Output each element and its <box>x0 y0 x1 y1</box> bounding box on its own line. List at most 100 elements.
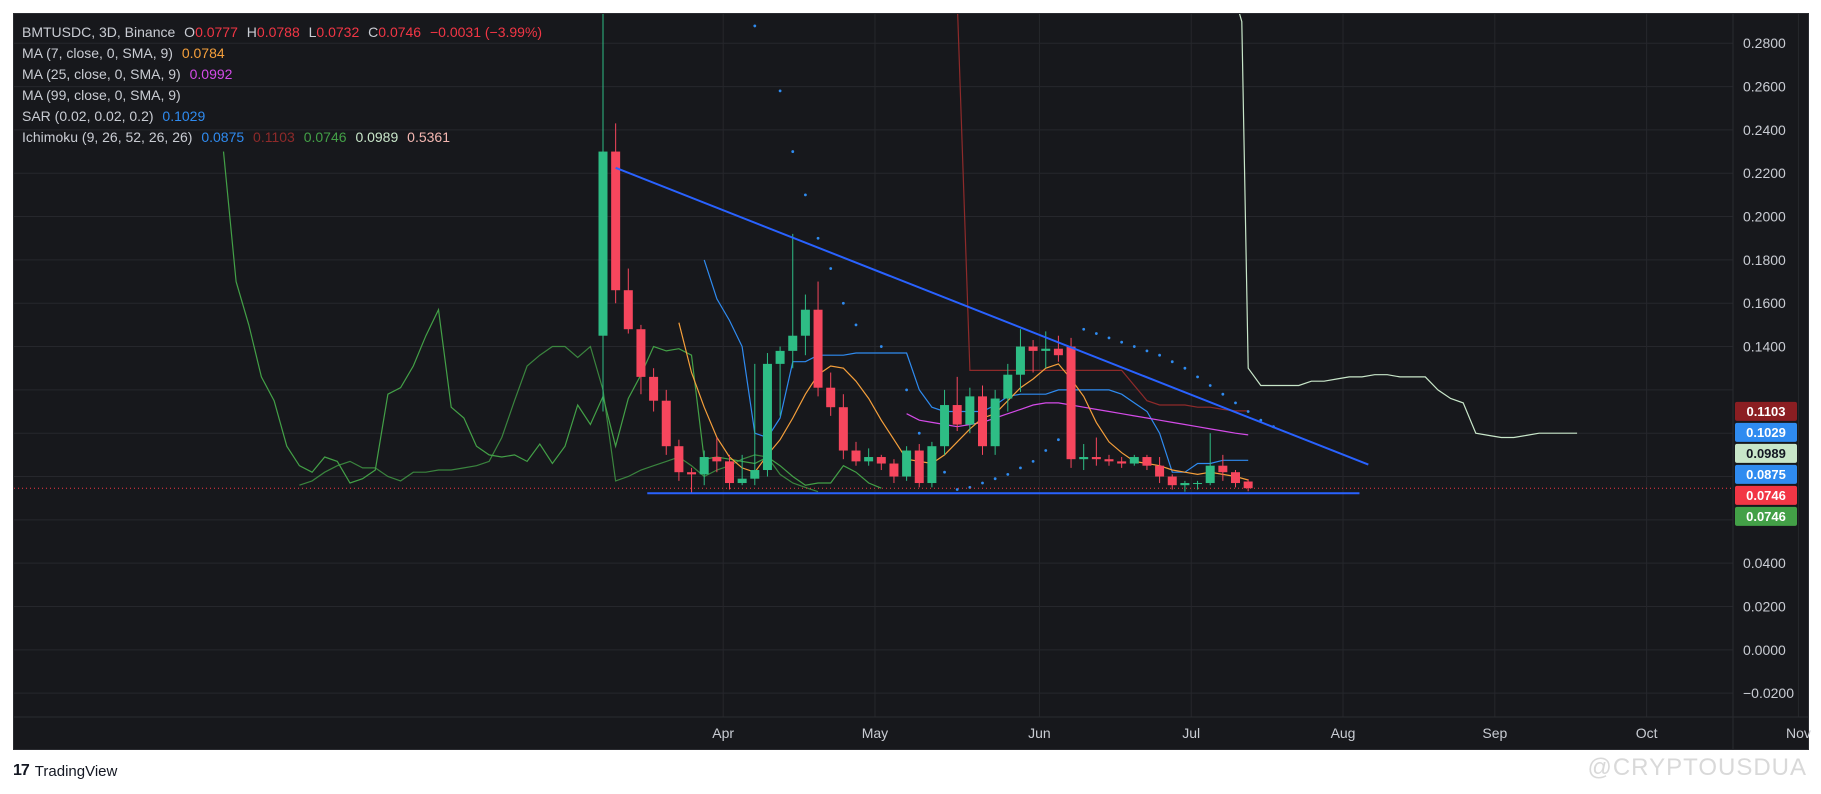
candle-body[interactable] <box>1117 461 1127 464</box>
sar-dot <box>879 345 883 348</box>
candle-body[interactable] <box>1155 465 1165 477</box>
candle-body[interactable] <box>1104 459 1114 462</box>
candle-body[interactable] <box>1142 457 1152 466</box>
ichimoku-kijun-value: 0.1103 <box>253 129 295 145</box>
trendline-descending-resistance[interactable] <box>615 166 1369 466</box>
sar-dot <box>1082 327 1086 331</box>
y-tick-label: 0.2400 <box>1743 122 1786 138</box>
sar-dot <box>728 9 731 12</box>
sar-dot <box>1221 392 1225 396</box>
candle-body[interactable] <box>889 463 899 477</box>
candle-body[interactable] <box>1129 457 1139 464</box>
candle-body[interactable] <box>1053 348 1063 356</box>
indicator-sar[interactable]: SAR (0.02, 0.02, 0.2) 0.1029 <box>22 106 547 127</box>
price-label-text: 0.1029 <box>1746 425 1786 440</box>
candle-body[interactable] <box>813 309 823 388</box>
candle-body[interactable] <box>1243 481 1253 489</box>
candle-body[interactable] <box>1218 465 1228 473</box>
ohlc-row[interactable]: BMTUSDC, 3D, Binance O0.0777 H0.0788 L0.… <box>22 22 547 43</box>
candle-body[interactable] <box>940 405 950 447</box>
chart-frame <box>13 13 1809 750</box>
candle-body[interactable] <box>978 396 987 447</box>
x-tick-label: Jul <box>1182 725 1200 741</box>
candle-body[interactable] <box>623 290 633 330</box>
candle-body[interactable] <box>800 309 810 336</box>
candle-body[interactable] <box>864 457 874 462</box>
candle-body[interactable] <box>611 151 621 291</box>
candle-body[interactable] <box>649 376 659 401</box>
candle-body[interactable] <box>661 400 671 447</box>
sar-dot <box>778 89 782 93</box>
candle-body[interactable] <box>826 387 836 408</box>
low-label: L <box>308 24 317 40</box>
legend: BMTUSDC, 3D, Binance O0.0777 H0.0788 L0.… <box>22 22 547 148</box>
candle-body[interactable] <box>636 329 646 377</box>
watermark: @CRYPTOUSDUA <box>1587 754 1807 781</box>
candle-body[interactable] <box>1205 465 1215 484</box>
candle-body[interactable] <box>914 450 924 484</box>
high-label: H <box>246 24 257 40</box>
candle-body[interactable] <box>712 457 722 462</box>
y-tick-label: 0.2000 <box>1743 209 1786 225</box>
sar-dot <box>1107 336 1111 340</box>
candle-body[interactable] <box>838 407 848 451</box>
ichimoku-tenkan-value: 0.0875 <box>201 129 245 145</box>
sar-dot <box>1170 360 1174 364</box>
candle-body[interactable] <box>1167 476 1177 486</box>
candle-body[interactable] <box>737 478 747 484</box>
candle-body[interactable] <box>965 396 975 425</box>
candle-body[interactable] <box>902 450 912 477</box>
candle-body[interactable] <box>851 450 861 462</box>
sar-dot <box>1006 472 1010 476</box>
candle-body[interactable] <box>674 446 684 473</box>
sar-dot <box>854 323 858 327</box>
candle-body[interactable] <box>1066 346 1076 460</box>
candle-body[interactable] <box>699 457 709 475</box>
candle-body[interactable] <box>1041 348 1051 351</box>
plot-area[interactable] <box>14 0 1733 495</box>
candle-body[interactable] <box>725 461 734 484</box>
sar-dot <box>1044 449 1048 452</box>
candle-body[interactable] <box>1015 346 1025 375</box>
candle-body[interactable] <box>1079 457 1089 460</box>
indicator-ma25[interactable]: MA (25, close, 0, SMA, 9) 0.0992 <box>22 64 547 85</box>
candle-body[interactable] <box>1231 472 1240 484</box>
price-label-text: 0.0746 <box>1746 509 1786 524</box>
brand-label: TradingView <box>34 762 118 780</box>
ichimoku-chikou-line <box>222 151 882 489</box>
candle-body[interactable] <box>876 457 886 464</box>
price-label-text: 0.0875 <box>1746 467 1786 482</box>
y-tick-label: 0.2800 <box>1743 35 1786 51</box>
candle-body[interactable] <box>1003 374 1013 399</box>
y-tick-label: 0.1800 <box>1743 252 1786 268</box>
sar-dot <box>981 481 984 485</box>
indicator-ichimoku[interactable]: Ichimoku (9, 26, 52, 26, 26) 0.0875 0.11… <box>22 127 547 148</box>
sar-dot <box>1158 353 1161 357</box>
y-tick-label: −0.0200 <box>1743 685 1794 701</box>
symbol-label[interactable]: BMTUSDC, 3D, Binance <box>22 24 176 40</box>
indicator-ma7[interactable]: MA (7, close, 0, SMA, 9) 0.0784 <box>22 43 547 64</box>
candle-body[interactable] <box>952 405 962 425</box>
high-value: 0.0788 <box>256 24 300 40</box>
sar-dot <box>1196 375 1199 379</box>
ichimoku-kijun-line <box>957 14 1249 412</box>
candle-body[interactable] <box>927 446 937 484</box>
indicator-ma99[interactable]: MA (99, close, 0, SMA, 9) <box>22 85 547 106</box>
candle-body[interactable] <box>762 363 772 471</box>
sar-dot <box>1019 466 1022 470</box>
tradingview-brand[interactable]: 17 TradingView <box>13 762 117 780</box>
candle-body[interactable] <box>1091 457 1101 460</box>
candle-body[interactable] <box>990 398 1000 447</box>
indicator-value: 0.0784 <box>181 45 225 61</box>
candle-body[interactable] <box>687 472 697 475</box>
candle-body[interactable] <box>598 151 608 336</box>
candle-body[interactable] <box>1028 346 1038 351</box>
candle-body[interactable] <box>1193 483 1203 485</box>
candle-body[interactable] <box>788 335 798 351</box>
candle-body[interactable] <box>750 470 760 479</box>
candle-body[interactable] <box>1180 483 1190 486</box>
sar-dot <box>1246 410 1250 413</box>
x-tick-label: May <box>862 725 888 741</box>
candle-body[interactable] <box>775 350 785 364</box>
